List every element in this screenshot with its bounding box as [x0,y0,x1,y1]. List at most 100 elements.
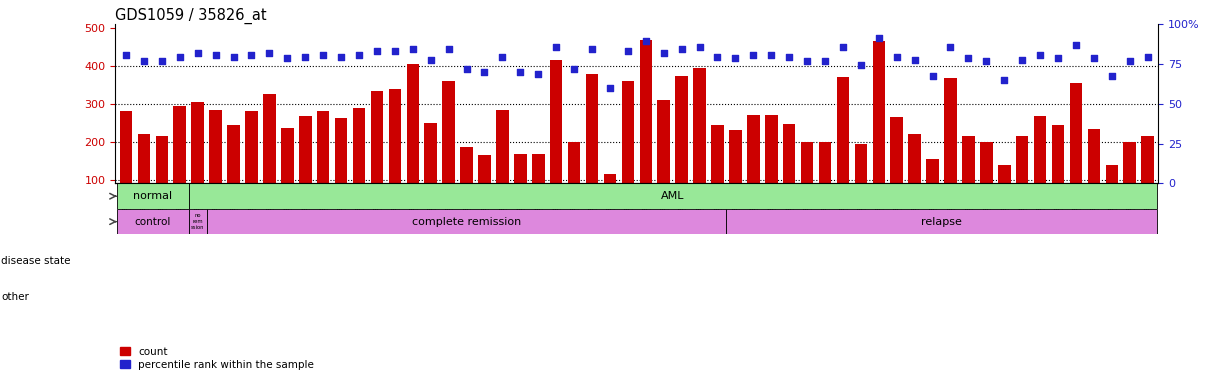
Bar [872,41,885,218]
Bar [298,116,312,218]
Bar [116,183,189,209]
Point [547,44,566,50]
Bar [694,68,706,218]
Bar [586,74,598,217]
Point [296,54,315,60]
Bar [837,77,849,218]
Bar [1105,165,1118,218]
Text: normal: normal [133,191,172,201]
Bar [801,142,814,218]
Bar [727,209,1157,234]
Bar [782,124,796,218]
Point [1030,52,1049,58]
Point [224,54,244,60]
Bar [353,108,365,218]
Point [529,71,548,77]
Point [188,50,207,56]
Bar [281,128,294,218]
Point [690,44,710,50]
Point [564,66,583,72]
Legend: count, percentile rank within the sample: count, percentile rank within the sample [120,346,314,370]
Text: other: other [1,292,29,302]
Point [995,77,1014,83]
Point [1120,58,1139,64]
Point [707,54,727,60]
Bar [478,155,491,218]
Bar [890,117,902,218]
Text: relapse: relapse [921,217,962,226]
Bar [1141,136,1154,218]
Bar [514,154,526,218]
Point [941,44,961,50]
Point [457,66,477,72]
Point [762,52,781,58]
Point [368,48,387,54]
Point [797,58,816,64]
Bar [120,111,132,218]
Bar [747,115,759,218]
Bar [998,165,1010,218]
Text: no
rem
ssion: no rem ssion [190,213,205,230]
Bar [1052,125,1064,217]
Bar [137,134,150,218]
Point [349,52,369,58]
Point [241,52,261,58]
Bar [657,100,670,218]
Bar [568,142,580,218]
Point [511,69,530,75]
Point [474,69,494,75]
Bar [388,89,402,218]
Point [636,38,655,44]
Bar [116,209,189,234]
Point [1048,56,1067,62]
Bar [335,118,347,218]
Bar [317,111,330,218]
Point [116,52,136,58]
Point [260,50,279,56]
Point [869,34,888,40]
Bar [962,136,975,218]
Bar [192,102,204,218]
Point [206,52,226,58]
Point [1103,73,1122,79]
Bar [819,142,831,218]
Bar [1070,83,1082,218]
Bar [496,110,508,218]
Point [976,58,996,64]
Point [439,46,459,52]
Bar [729,130,741,218]
Point [923,73,943,79]
Point [1013,57,1032,63]
Bar [765,115,778,218]
Point [1084,56,1104,62]
Point [744,52,763,58]
Bar [245,111,257,218]
Point [403,46,422,52]
Text: complete remission: complete remission [412,217,522,226]
Point [780,54,799,60]
Point [582,46,602,52]
Point [600,85,620,91]
Text: GDS1059 / 35826_at: GDS1059 / 35826_at [115,8,267,24]
Point [313,52,332,58]
Bar [210,110,222,218]
Point [958,56,978,62]
Bar [549,60,563,217]
Point [492,54,512,60]
Bar [711,125,724,217]
Bar [460,147,473,218]
Bar [406,64,418,217]
Point [135,58,154,64]
Bar [1033,116,1047,218]
Point [1066,42,1086,48]
Point [815,58,835,64]
Text: AML: AML [661,191,684,201]
Point [654,50,673,56]
Bar [206,209,727,234]
Point [421,57,440,63]
Text: control: control [135,217,171,226]
Bar [944,78,957,218]
Point [833,44,853,50]
Bar [621,81,634,218]
Text: disease state: disease state [1,256,70,266]
